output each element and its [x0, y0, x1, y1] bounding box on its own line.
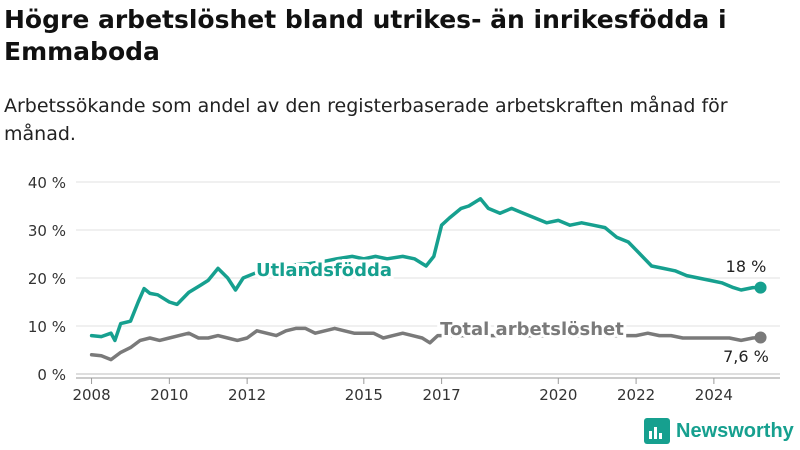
x-tick-label: 2022: [617, 386, 655, 404]
series-label-0: Utlandsfödda: [256, 260, 392, 281]
page-subtitle: Arbetssökande som andel av den registerb…: [4, 95, 728, 145]
x-tick-label: 2024: [695, 386, 733, 404]
series-line-1: [89, 326, 763, 362]
x-tick-label: 2015: [345, 386, 383, 404]
y-tick-label: 40 %: [28, 174, 66, 192]
y-tick-label: 0 %: [37, 366, 66, 384]
x-tick-label: 2010: [150, 386, 188, 404]
brand-name: Newsworthy: [676, 419, 794, 442]
x-tick-label: 2020: [539, 386, 577, 404]
series-end-point-1: [754, 331, 767, 344]
newsworthy-logo-icon: [644, 418, 670, 444]
series-end-label-0: 18 %: [726, 257, 767, 276]
x-tick-label: 2008: [72, 386, 110, 404]
page-title: Högre arbetslöshet bland utrikes- än inr…: [4, 5, 727, 66]
series-end-label-1: 7,6 %: [723, 347, 769, 366]
series-label-1: Total arbetslöshet: [440, 319, 624, 340]
y-tick-label: 20 %: [28, 270, 66, 288]
brand-logo: Newsworthy: [644, 418, 794, 444]
series-line-0: [89, 197, 763, 343]
x-tick-label: 2017: [423, 386, 461, 404]
y-tick-label: 30 %: [28, 222, 66, 240]
x-tick-label: 2012: [228, 386, 266, 404]
y-tick-label: 10 %: [28, 318, 66, 336]
series-end-point-0: [754, 281, 767, 294]
